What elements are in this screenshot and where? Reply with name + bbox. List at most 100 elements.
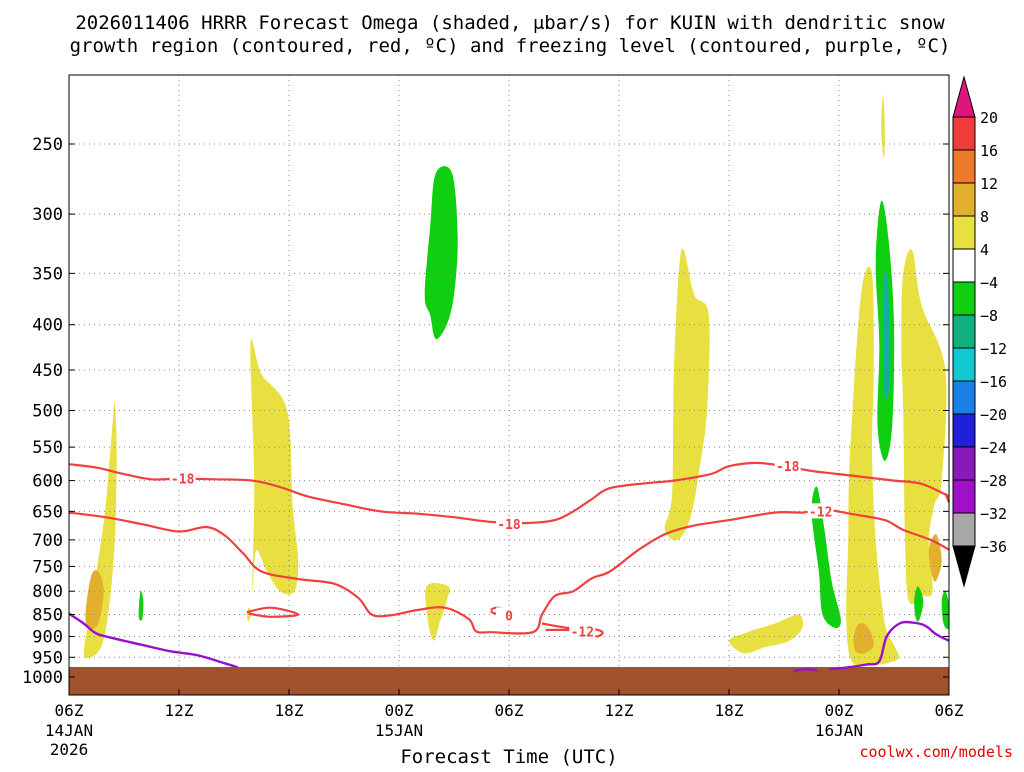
- y-tick-label-13: 900: [32, 627, 63, 647]
- colorbar-swatch-6: [952, 314, 976, 349]
- x-tick-label-1: 12Z: [165, 701, 194, 720]
- credit-text: coolwx.com/models: [859, 743, 1013, 761]
- colorbar-label-11: −28: [980, 472, 1007, 490]
- gridlines: [68, 75, 950, 695]
- colorbar-swatch-8: [952, 380, 976, 415]
- omega-region-7: [664, 248, 710, 541]
- contour-label-bg-0: [169, 470, 196, 486]
- colorbar-swatch-0: [952, 116, 976, 151]
- colorbar-label-3: 8: [980, 208, 989, 226]
- x-tick-label-4: 06Z: [495, 701, 524, 720]
- colorbar-swatch-11: [952, 479, 976, 514]
- x-tick-year-0: 2026: [50, 740, 89, 759]
- x-tick-label-3: 00Z: [385, 701, 414, 720]
- colorbar-label-13: −36: [980, 538, 1007, 556]
- chart-title-line1: 2026011406 HRRR Forecast Omega (shaded, …: [75, 12, 945, 34]
- colorbar-swatch-4: [952, 248, 976, 283]
- chart-title-line2: growth region (contoured, red, ºC) and f…: [70, 35, 951, 57]
- colorbar: 20 16 12 8 4 −4 −8 −12 −16 −20 −24 −28 −32 −36: [952, 75, 1007, 588]
- x-tick-date-0: 14JAN: [45, 721, 93, 740]
- omega-region-0: [83, 400, 117, 659]
- y-tick-label-7: 600: [32, 472, 63, 492]
- omega-region-10: [853, 623, 874, 654]
- colorbar-label-5: −4: [980, 274, 998, 292]
- colorbar-label-2: 12: [980, 175, 998, 193]
- contour-label-bg-5: [496, 607, 522, 623]
- colorbar-swatch-12: [952, 512, 976, 547]
- omega-region-17: [941, 591, 950, 630]
- y-tick-label-11: 800: [32, 582, 63, 602]
- y-tick-label-5: 500: [32, 402, 63, 422]
- y-tick-label-15: 1000: [22, 668, 63, 688]
- y-tick-label-1: 300: [32, 205, 63, 225]
- colorbar-swatch-10: [952, 446, 976, 481]
- y-tick-label-14: 950: [32, 648, 63, 668]
- omega-region-5: [425, 583, 450, 641]
- omega-region-6: [424, 166, 458, 340]
- colorbar-bottom-triangle: [952, 545, 976, 588]
- omega-region-12: [882, 270, 891, 400]
- omega-region-16: [914, 586, 924, 622]
- omega-shading-layer: [83, 94, 950, 667]
- colorbar-label-12: −32: [980, 505, 1007, 523]
- contour-label-1: -18: [497, 518, 521, 533]
- x-tick-label-8: 06Z: [935, 701, 964, 720]
- colorbar-swatch-7: [952, 347, 976, 382]
- colorbar-swatch-3: [952, 215, 976, 250]
- dgz-contour-1: [68, 508, 950, 635]
- freezing-contour-0: [68, 612, 239, 669]
- y-tick-label-10: 750: [32, 557, 63, 577]
- colorbar-label-6: −8: [980, 307, 998, 325]
- colorbar-label-0: 20: [980, 109, 998, 127]
- x-tick-label-7: 00Z: [825, 701, 854, 720]
- y-tick-label-8: 650: [32, 502, 63, 522]
- contour-label-5: 0: [505, 609, 513, 624]
- contour-label-3: -12: [809, 505, 832, 520]
- contour-label-0: -18: [171, 473, 195, 488]
- colorbar-label-9: −20: [980, 406, 1007, 424]
- x-tick-label-2: 18Z: [275, 701, 304, 720]
- colorbar-swatch-9: [952, 413, 976, 448]
- colorbar-label-1: 16: [980, 142, 998, 160]
- y-tick-label-4: 450: [32, 361, 63, 381]
- x-tick-date-3: 15JAN: [375, 721, 423, 740]
- omega-region-13: [811, 486, 841, 629]
- colorbar-swatch-5: [952, 281, 976, 316]
- colorbar-label-4: 4: [980, 241, 989, 259]
- omega-region-3: [250, 338, 299, 595]
- colorbar-label-8: −16: [980, 373, 1007, 391]
- x-tick-date-7: 16JAN: [815, 721, 863, 740]
- omega-region-15: [928, 534, 942, 582]
- freezing-contour-2: [829, 620, 950, 671]
- y-axis: 2503003504004505005506006507007508008509…: [22, 135, 949, 688]
- y-tick-label-12: 850: [32, 606, 63, 626]
- contour-label-bg-3: [807, 503, 834, 519]
- colorbar-label-10: −24: [980, 439, 1007, 457]
- contour-label-bg-4: [569, 623, 596, 639]
- colorbar-swatch-2: [952, 182, 976, 217]
- y-tick-label-2: 350: [32, 264, 63, 284]
- colorbar-label-7: −12: [980, 340, 1007, 358]
- y-tick-label-9: 700: [32, 531, 63, 551]
- colorbar-swatch-1: [952, 149, 976, 184]
- omega-region-8: [728, 614, 804, 654]
- omega-region-18: [881, 94, 885, 160]
- omega-region-14: [901, 249, 947, 605]
- dgz-contour-2: [246, 606, 300, 618]
- y-tick-label-0: 250: [32, 135, 63, 155]
- x-tick-label-0: 06Z: [55, 701, 84, 720]
- dgz-contour-0: [68, 461, 950, 525]
- y-tick-label-3: 400: [32, 316, 63, 336]
- contour-labels: -18 -18 -18 -12 -12 0: [169, 458, 834, 640]
- contour-label-bg-1: [496, 516, 522, 532]
- omega-region-2: [138, 590, 144, 621]
- x-axis-label: Forecast Time (UTC): [400, 746, 617, 768]
- x-tick-label-6: 18Z: [715, 701, 744, 720]
- colorbar-top-triangle: [952, 75, 976, 118]
- y-tick-label-6: 550: [32, 438, 63, 458]
- x-tick-label-5: 12Z: [605, 701, 634, 720]
- contour-label-2: -18: [776, 460, 800, 475]
